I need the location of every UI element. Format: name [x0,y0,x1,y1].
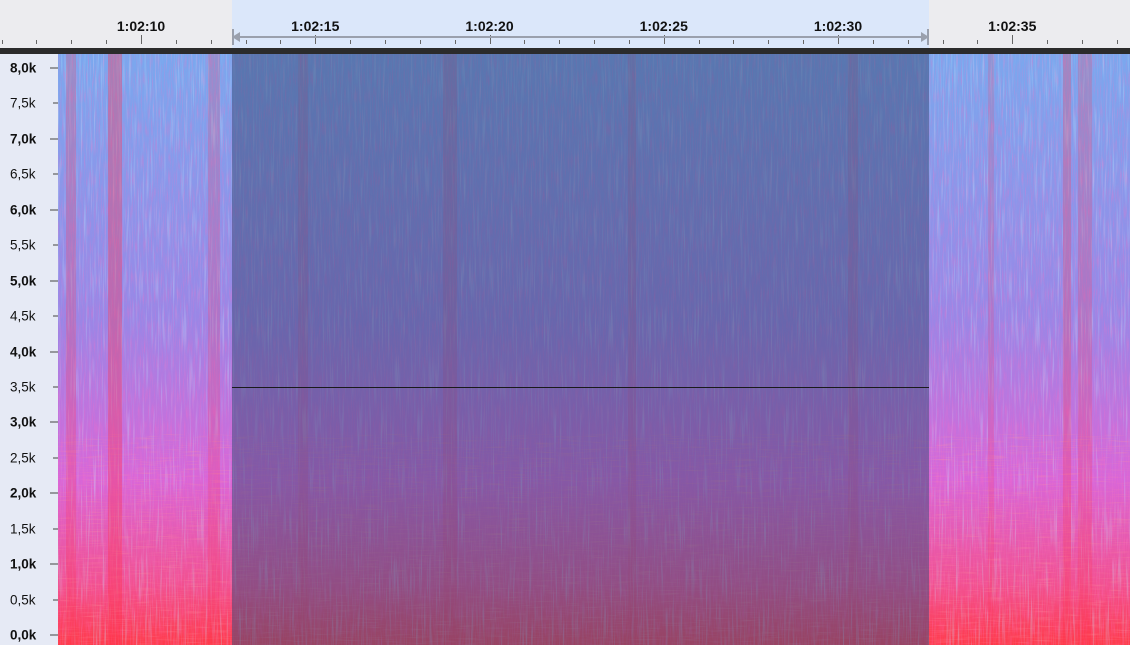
frequency-label: 1,0k [10,556,37,572]
timeline-label: 1:02:35 [988,18,1037,34]
timeline-tick [490,35,491,44]
frequency-label: 4,0k [10,344,37,359]
frequency-tick [53,102,58,104]
frequency-tick [53,315,58,317]
selection-region-header[interactable] [232,0,929,48]
frequency-label: 0,0k [10,627,37,643]
frequency-label: 2,5k [10,450,36,466]
frequency-tick [53,173,58,175]
frequency-axis[interactable]: 8,0k 7,5k 7,0k 6,5k 6,0k 5,5k 5,0k 4,5k 4,0k 3,5k… [0,54,58,645]
timeline-tick [1082,40,1083,44]
timeline-tick [141,35,142,44]
timeline-tick [246,40,247,44]
timeline-tick [943,40,944,44]
arrow-right-icon [921,32,929,42]
timeline-label: 1:02:15 [291,18,340,34]
frequency-tick [50,280,58,282]
spectrogram-view[interactable] [58,54,1130,645]
timeline-tick [1047,40,1048,44]
arrow-left-icon [232,32,240,42]
timeline-tick [977,40,978,44]
frequency-tick [50,563,58,565]
frequency-tick [50,67,58,69]
frequency-label: 3,5k [10,379,36,395]
frequency-label: 7,5k [10,95,36,111]
timeline-tick [768,40,769,44]
energy-streak [988,54,994,645]
timeline-tick [280,40,281,44]
timeline-tick [455,40,456,44]
timeline-tick [71,40,72,44]
frequency-label: 8,0k [10,60,37,76]
frequency-label: 0,5k [10,592,36,608]
spectrogram-image [58,54,1130,645]
timeline-tick [733,40,734,44]
timeline-tick [1012,35,1013,44]
frequency-label: 4,5k [10,308,36,324]
energy-streak [1063,54,1071,645]
frequency-label: 1,5k [10,521,36,537]
timeline-tick [629,40,630,44]
frequency-tick [50,138,58,140]
frequency-tick [50,634,58,636]
timeline-tick [211,40,212,44]
timeline-tick [664,35,665,44]
frequency-tick [53,386,58,388]
timeline-tick [1117,40,1118,44]
energy-streak [66,54,76,645]
timeline-label: 1:02:30 [813,18,863,34]
timeline-label: 1:02:25 [639,18,688,34]
timeline-label: 1:02:20 [465,18,514,34]
selection-overlay[interactable] [232,54,929,645]
ruler-divider [0,48,1130,54]
timeline-tick [420,40,421,44]
timeline-tick [699,40,700,44]
timeline-tick [559,40,560,44]
timeline-tick [873,40,874,44]
timeline-label: 1:02:10 [116,18,166,34]
frequency-label: 5,0k [10,273,37,289]
frequency-label: 3,0k [10,414,37,430]
frequency-tick [53,528,58,530]
selection-end-handle[interactable] [927,29,929,45]
timeline-tick [2,40,3,44]
timeline-tick [350,40,351,44]
frequency-tick [50,351,58,352]
timeline-tick [803,40,804,44]
frequency-label: 7,0k [10,131,37,147]
frequency-tick [50,492,58,494]
timeline-tick [838,35,839,44]
frequency-cursor-line [232,386,929,388]
timeline-tick [524,40,525,44]
frequency-tick [50,209,58,211]
energy-streak [108,54,122,645]
frequency-label: 5,5k [10,237,36,253]
timeline-tick [908,40,909,44]
selection-range-line [240,36,921,38]
frequency-tick [53,457,58,459]
frequency-label: 2,0k [10,485,37,501]
timeline-tick [106,40,107,44]
selection-range-bar[interactable] [232,29,929,45]
frequency-tick [53,244,58,246]
timeline-tick [315,35,316,44]
timeline-tick [385,40,386,44]
timeline-tick [36,40,37,44]
timeline-tick [176,40,177,44]
frequency-tick [50,421,58,423]
frequency-tick [53,599,58,601]
timeline-ruler[interactable]: 1:02:10 1:02:15 1:02:20 1:02:25 1:02:30 1:02:… [0,0,1130,48]
frequency-label: 6,5k [10,166,36,182]
frequency-label: 6,0k [10,202,37,218]
energy-streak [208,54,220,645]
timeline-tick [594,40,595,44]
energy-streak [1078,54,1092,645]
